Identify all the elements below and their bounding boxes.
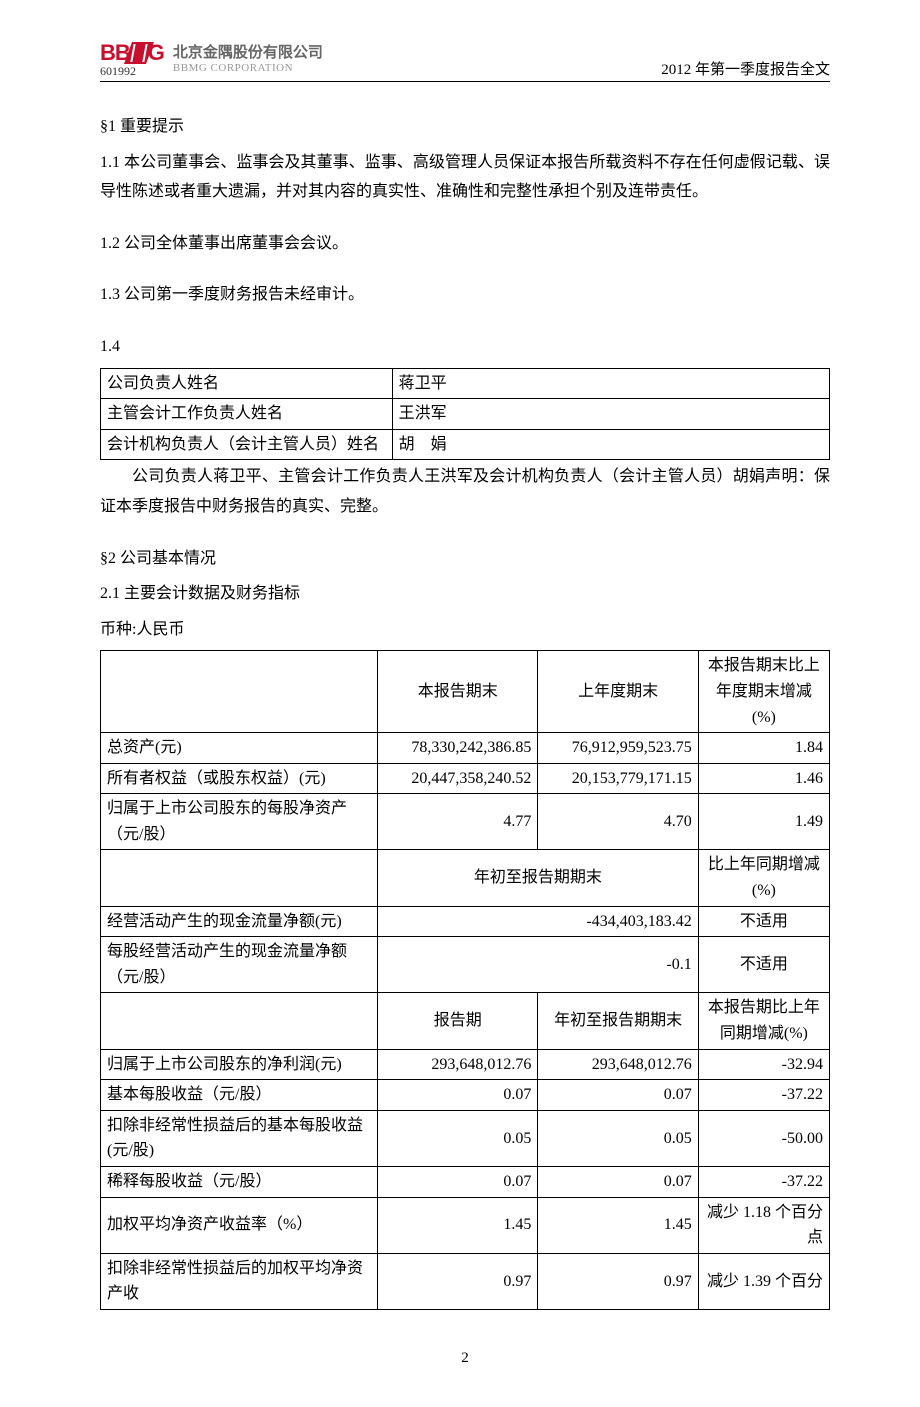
currency-label: 币种:人民币 xyxy=(100,615,830,645)
fin-label: 所有者权益（或股东权益）(元) xyxy=(101,763,378,794)
fin-label: 每股经营活动产生的现金流量净额（元/股） xyxy=(101,937,378,993)
doc-title: 2012 年第一季度报告全文 xyxy=(661,58,830,79)
th-blank xyxy=(101,993,378,1049)
fin-value: 0.07 xyxy=(538,1080,698,1111)
paragraph-1-2: 1.2 公司全体董事出席董事会会议。 xyxy=(100,229,830,259)
th-current: 本报告期末 xyxy=(378,651,538,733)
stock-code: 601992 xyxy=(100,64,165,79)
fin-label: 扣除非经常性损益后的加权平均净资产收 xyxy=(101,1253,378,1309)
table-row: 所有者权益（或股东权益）(元) 20,447,358,240.52 20,153… xyxy=(101,763,830,794)
fin-value: 0.97 xyxy=(378,1253,538,1309)
fin-value: 0.07 xyxy=(538,1167,698,1198)
table-row: 加权平均净资产收益率（%） 1.45 1.45 减少 1.18 个百分点 xyxy=(101,1197,830,1253)
th-period: 报告期 xyxy=(378,993,538,1049)
resp-value: 蒋卫平 xyxy=(392,368,829,399)
fin-value: 4.77 xyxy=(378,794,538,850)
fin-label: 稀释每股收益（元/股） xyxy=(101,1167,378,1198)
fin-label: 归属于上市公司股东的每股净资产（元/股） xyxy=(101,794,378,850)
table-row: 稀释每股收益（元/股） 0.07 0.07 -37.22 xyxy=(101,1167,830,1198)
section1-title: §1 重要提示 xyxy=(100,112,830,142)
fin-value: -50.00 xyxy=(698,1110,829,1166)
fin-value: 1.49 xyxy=(698,794,829,850)
fin-value: 0.97 xyxy=(538,1253,698,1309)
fin-value: 0.07 xyxy=(378,1167,538,1198)
fin-value: 293,648,012.76 xyxy=(538,1049,698,1080)
fin-value: 293,648,012.76 xyxy=(378,1049,538,1080)
table-row: 扣除非经常性损益后的加权平均净资产收 0.97 0.97 减少 1.39 个百分 xyxy=(101,1253,830,1309)
table-row: 基本每股收益（元/股） 0.07 0.07 -37.22 xyxy=(101,1080,830,1111)
section2-title: §2 公司基本情况 xyxy=(100,544,830,574)
th-change: 本报告期比上年同期增减(%) xyxy=(698,993,829,1049)
bbmg-logo: BB G xyxy=(100,40,165,66)
fin-value: 1.46 xyxy=(698,763,829,794)
table-row: 会计机构负责人（会计主管人员）姓名 胡 娟 xyxy=(101,429,830,460)
table-row: 总资产(元) 78,330,242,386.85 76,912,959,523.… xyxy=(101,733,830,764)
section2-subtitle: 2.1 主要会计数据及财务指标 xyxy=(100,579,830,609)
fin-value: 76,912,959,523.75 xyxy=(538,733,698,764)
table-row: 经营活动产生的现金流量净额(元) -434,403,183.42 不适用 xyxy=(101,906,830,937)
fin-label: 扣除非经常性损益后的基本每股收益(元/股) xyxy=(101,1110,378,1166)
logo-mark-wrapper: BB G 601992 xyxy=(100,40,165,79)
resp-value: 胡 娟 xyxy=(392,429,829,460)
table-header-row: 本报告期末 上年度期末 本报告期末比上年度期末增减(%) xyxy=(101,651,830,733)
company-name-cn: 北京金隅股份有限公司 xyxy=(173,44,323,62)
fin-value: 1.84 xyxy=(698,733,829,764)
fin-label: 总资产(元) xyxy=(101,733,378,764)
th-ytd: 年初至报告期期末 xyxy=(378,850,699,906)
table-row: 主管会计工作负责人姓名 王洪军 xyxy=(101,399,830,430)
paragraph-1-4: 1.4 xyxy=(100,332,830,362)
table-header-row: 年初至报告期期末 比上年同期增减(%) xyxy=(101,850,830,906)
resp-label: 会计机构负责人（会计主管人员）姓名 xyxy=(101,429,393,460)
table-header-row: 报告期 年初至报告期期末 本报告期比上年同期增减(%) xyxy=(101,993,830,1049)
th-prior: 上年度期末 xyxy=(538,651,698,733)
resp-label: 公司负责人姓名 xyxy=(101,368,393,399)
table-row: 扣除非经常性损益后的基本每股收益(元/股) 0.05 0.05 -50.00 xyxy=(101,1110,830,1166)
fin-value: 不适用 xyxy=(698,937,829,993)
responsible-persons-table: 公司负责人姓名 蒋卫平 主管会计工作负责人姓名 王洪军 会计机构负责人（会计主管… xyxy=(100,368,830,461)
fin-value: -37.22 xyxy=(698,1080,829,1111)
fin-value: 0.07 xyxy=(378,1080,538,1111)
th-ytd: 年初至报告期期末 xyxy=(538,993,698,1049)
fin-value: 78,330,242,386.85 xyxy=(378,733,538,764)
paragraph-1-1: 1.1 本公司董事会、监事会及其董事、监事、高级管理人员保证本报告所载资料不存在… xyxy=(100,148,830,207)
fin-value: -32.94 xyxy=(698,1049,829,1080)
table-row: 归属于上市公司股东的净利润(元) 293,648,012.76 293,648,… xyxy=(101,1049,830,1080)
fin-value: 1.45 xyxy=(378,1197,538,1253)
paragraph-1-3: 1.3 公司第一季度财务报告未经审计。 xyxy=(100,280,830,310)
table-row: 公司负责人姓名 蒋卫平 xyxy=(101,368,830,399)
page-header: BB G 601992 北京金隅股份有限公司 BBMG CORPORATION … xyxy=(100,40,830,82)
th-change: 比上年同期增减(%) xyxy=(698,850,829,906)
fin-value: 4.70 xyxy=(538,794,698,850)
page: BB G 601992 北京金隅股份有限公司 BBMG CORPORATION … xyxy=(0,0,920,1407)
fin-value: 不适用 xyxy=(698,906,829,937)
fin-value: 减少 1.18 个百分点 xyxy=(698,1197,829,1253)
fin-value: -0.1 xyxy=(378,937,699,993)
content: §1 重要提示 1.1 本公司董事会、监事会及其董事、监事、高级管理人员保证本报… xyxy=(100,112,830,1367)
fin-value: 20,447,358,240.52 xyxy=(378,763,538,794)
fin-label: 基本每股收益（元/股） xyxy=(101,1080,378,1111)
fin-value: 减少 1.39 个百分 xyxy=(698,1253,829,1309)
th-blank xyxy=(101,850,378,906)
resp-label: 主管会计工作负责人姓名 xyxy=(101,399,393,430)
fin-value: 1.45 xyxy=(538,1197,698,1253)
fin-label: 经营活动产生的现金流量净额(元) xyxy=(101,906,378,937)
fin-value: -37.22 xyxy=(698,1167,829,1198)
fin-label: 加权平均净资产收益率（%） xyxy=(101,1197,378,1253)
page-number: 2 xyxy=(100,1350,830,1367)
fin-value: 0.05 xyxy=(538,1110,698,1166)
declaration: 公司负责人蒋卫平、主管会计工作负责人王洪军及会计机构负责人（会计主管人员）胡娟声… xyxy=(100,462,830,521)
table-row: 归属于上市公司股东的每股净资产（元/股） 4.77 4.70 1.49 xyxy=(101,794,830,850)
company-name-en: BBMG CORPORATION xyxy=(173,62,323,75)
th-change: 本报告期末比上年度期末增减(%) xyxy=(698,651,829,733)
fin-label: 归属于上市公司股东的净利润(元) xyxy=(101,1049,378,1080)
company-names: 北京金隅股份有限公司 BBMG CORPORATION xyxy=(173,44,323,75)
th-blank xyxy=(101,651,378,733)
resp-value: 王洪军 xyxy=(392,399,829,430)
fin-value: -434,403,183.42 xyxy=(378,906,699,937)
fin-value: 0.05 xyxy=(378,1110,538,1166)
table-row: 每股经营活动产生的现金流量净额（元/股） -0.1 不适用 xyxy=(101,937,830,993)
logo-block: BB G 601992 北京金隅股份有限公司 BBMG CORPORATION xyxy=(100,40,323,79)
fin-value: 20,153,779,171.15 xyxy=(538,763,698,794)
financial-indicators-table: 本报告期末 上年度期末 本报告期末比上年度期末增减(%) 总资产(元) 78,3… xyxy=(100,650,830,1310)
